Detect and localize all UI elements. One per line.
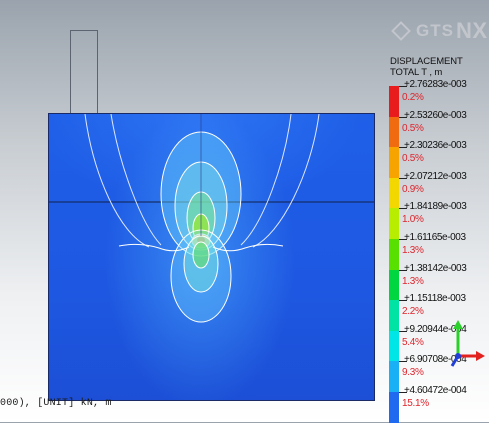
legend-value-label: +6.90708e-004: [404, 354, 467, 366]
contour-second-right: [240, 114, 292, 246]
logo-text-nx: NX: [455, 18, 488, 43]
legend-tick: [399, 239, 407, 240]
legend-value-label: +9.20944e-004: [404, 323, 467, 335]
legend-value-label: +1.61165e-003: [404, 232, 466, 243]
pile-tip-core: [197, 237, 205, 243]
legend-swatch: [389, 116, 399, 148]
legend-swatch: [389, 86, 399, 117]
legend-percent-label: 15.1%: [402, 398, 429, 409]
legend-value-label: +2.30236e-003: [404, 140, 467, 152]
legend-tick: [399, 330, 407, 332]
legend-value-label: +2.53260e-003: [404, 109, 467, 121]
legend-percent-label: 1.3%: [402, 245, 424, 256]
gts-nx-logo: GTS NX: [391, 18, 488, 44]
logo-text-gts: GTS: [416, 21, 454, 40]
legend-color-scale: [389, 86, 399, 423]
legend-title-line1: DISPLACEMENT: [390, 56, 463, 67]
legend-swatch: [389, 269, 399, 301]
legend-swatch: [389, 361, 399, 392]
legend-swatch: [389, 208, 399, 239]
legend-title: DISPLACEMENT TOTAL T , m: [390, 56, 463, 78]
legend-tick: [399, 86, 407, 87]
legend-tick: [399, 361, 407, 363]
soil-contour-plot: [48, 113, 375, 401]
contour-second-left: [110, 114, 162, 246]
logo-diamond-icon: [391, 21, 411, 41]
contour-outer-left: [84, 114, 150, 248]
legend-tick: [399, 147, 407, 149]
legend-percent-label: 2.2%: [402, 306, 424, 318]
contour-outer-right: [252, 114, 320, 248]
status-units-text: 000), [UNIT] kN, m: [0, 398, 112, 409]
legend-percent-label: 0.9%: [402, 183, 424, 195]
legend-value-label: +1.38142e-003: [404, 262, 467, 274]
legend-tick: [399, 208, 407, 210]
legend-value-label: +2.76283e-003: [404, 79, 467, 90]
legend-tick: [399, 300, 407, 302]
legend-value-label: +4.60472e-004: [404, 385, 467, 396]
legend-percent-label: 5.4%: [402, 336, 424, 348]
legend-percent-label: 1.3%: [402, 275, 424, 287]
legend-percent-label: 0.5%: [402, 122, 424, 134]
legend-percent-label: 0.2%: [402, 92, 424, 103]
legend-percent-label: 0.5%: [402, 153, 424, 165]
legend-value-label: +1.84189e-003: [404, 201, 467, 213]
legend-swatch: [389, 300, 399, 331]
legend-tick: [399, 116, 407, 118]
legend-swatch: [389, 239, 399, 270]
contour-wave-right: [212, 243, 284, 252]
contour-wave-left: [118, 243, 190, 252]
contour-lower-bulb-3: [192, 241, 210, 269]
legend-swatch: [389, 392, 399, 423]
pile-outline: [70, 30, 98, 114]
legend-swatch: [389, 177, 399, 209]
axis-triad-icon[interactable]: [446, 320, 486, 370]
legend-tick: [399, 177, 407, 179]
legend-swatch: [389, 330, 399, 362]
legend-tick: [399, 392, 407, 393]
legend-tick: [399, 269, 407, 271]
legend-percent-label: 9.3%: [402, 367, 424, 379]
legend-value-label: +2.07212e-003: [404, 170, 467, 182]
legend-title-line2: TOTAL T , m: [390, 67, 443, 78]
contour-lines: [49, 114, 374, 323]
legend-percent-label: 1.0%: [402, 214, 424, 226]
legend-swatch: [389, 147, 399, 178]
legend-value-label: +1.15118e-003: [404, 293, 466, 305]
